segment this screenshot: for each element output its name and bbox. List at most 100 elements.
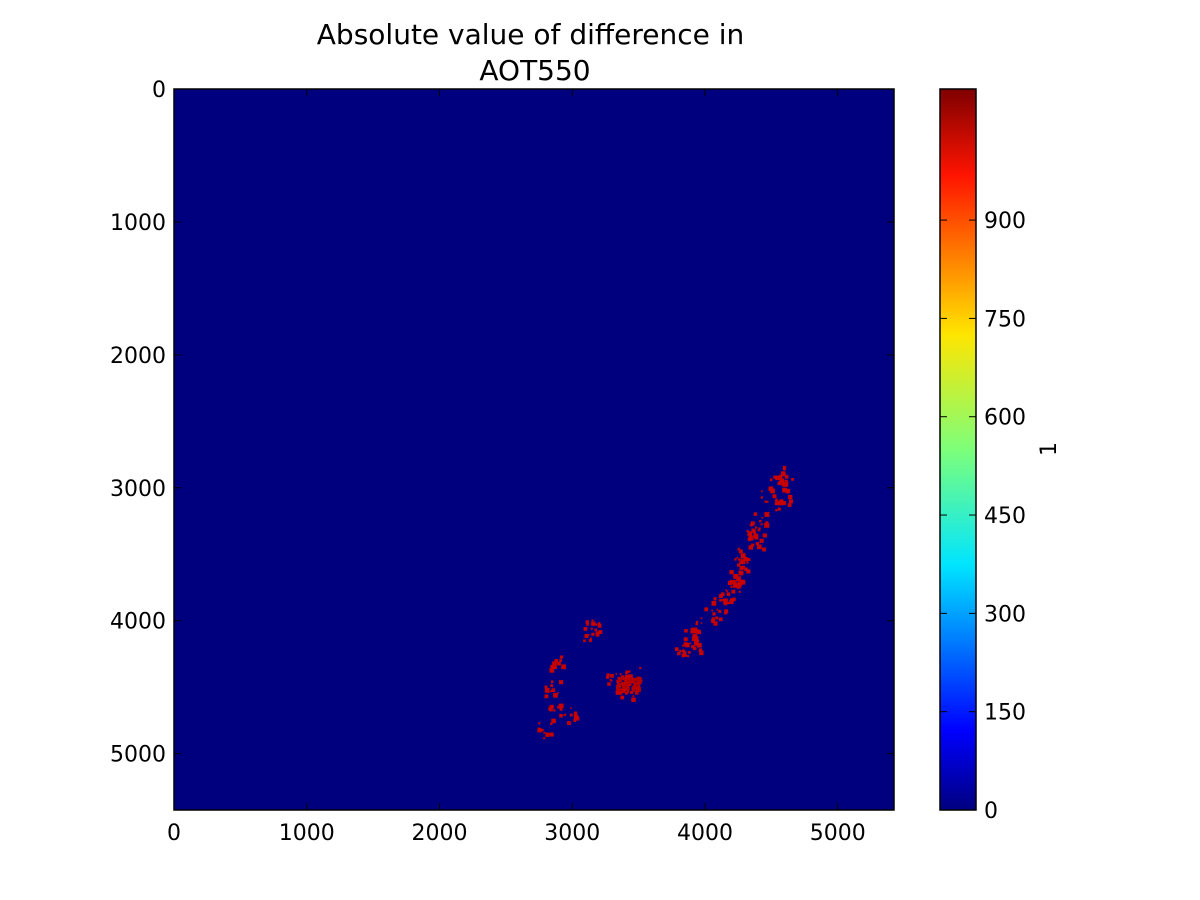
high-difference-pixel bbox=[775, 509, 778, 512]
high-difference-pixel bbox=[690, 631, 693, 634]
high-difference-pixel bbox=[559, 707, 563, 711]
high-difference-pixel bbox=[630, 690, 634, 694]
high-difference-pixel bbox=[633, 677, 637, 681]
high-difference-pixel bbox=[569, 713, 573, 717]
high-difference-pixel bbox=[570, 707, 572, 709]
high-difference-pixel bbox=[684, 629, 688, 633]
high-difference-pixel bbox=[564, 713, 567, 716]
high-difference-pixel bbox=[754, 535, 759, 540]
high-difference-pixel bbox=[679, 649, 682, 653]
high-difference-pixel bbox=[615, 690, 621, 695]
high-difference-pixel bbox=[740, 559, 746, 565]
high-difference-pixel bbox=[692, 633, 697, 639]
high-difference-pixel bbox=[558, 703, 564, 709]
high-difference-pixel bbox=[731, 589, 736, 594]
high-difference-pixel bbox=[729, 579, 734, 584]
high-difference-pixel bbox=[636, 681, 640, 685]
x-tick-label: 5000 bbox=[810, 821, 866, 846]
high-difference-pixel bbox=[711, 609, 713, 612]
colorbar-tick-label: 900 bbox=[984, 209, 1026, 234]
high-difference-pixel bbox=[723, 601, 728, 606]
x-axis: 0 1000 2000 3000 4000 5000 bbox=[167, 89, 866, 846]
y-axis: 0 1000 2000 3000 4000 5000 bbox=[110, 78, 894, 768]
high-difference-pixel bbox=[549, 667, 555, 673]
high-difference-pixel bbox=[720, 592, 725, 597]
high-difference-pixel bbox=[632, 688, 636, 692]
high-difference-pixel bbox=[779, 499, 784, 504]
x-tick-label: 3000 bbox=[544, 821, 600, 846]
high-difference-pixel bbox=[759, 538, 764, 543]
high-difference-pixel bbox=[784, 483, 787, 487]
high-difference-pixel bbox=[550, 664, 554, 669]
high-difference-pixel bbox=[743, 557, 748, 562]
high-difference-pixel bbox=[607, 682, 611, 686]
high-difference-pixel bbox=[764, 500, 767, 503]
high-difference-pixel bbox=[751, 543, 755, 547]
high-difference-pixel bbox=[782, 487, 787, 493]
high-difference-pixel bbox=[636, 678, 640, 682]
high-difference-pixel bbox=[583, 627, 588, 631]
high-difference-pixel bbox=[726, 590, 729, 593]
high-difference-pixel bbox=[760, 496, 764, 499]
high-difference-pixel bbox=[552, 661, 557, 666]
high-difference-pixel bbox=[583, 639, 586, 643]
high-difference-pixel bbox=[773, 475, 777, 479]
high-difference-pixel bbox=[597, 622, 601, 625]
high-difference-pixel bbox=[738, 579, 741, 582]
high-difference-pixel bbox=[762, 547, 766, 552]
high-difference-pixel bbox=[738, 558, 741, 561]
high-difference-pixel bbox=[591, 632, 595, 636]
high-difference-pixel bbox=[747, 537, 752, 542]
high-difference-pixel bbox=[743, 552, 745, 555]
high-difference-pixel bbox=[772, 494, 777, 499]
high-difference-pixel bbox=[691, 627, 694, 631]
high-difference-pixel bbox=[715, 616, 719, 620]
high-difference-pixel bbox=[718, 594, 723, 599]
high-difference-pixel bbox=[591, 621, 596, 626]
high-difference-pixel bbox=[622, 683, 626, 687]
high-difference-pixel bbox=[619, 673, 622, 675]
high-difference-pixel bbox=[625, 670, 629, 674]
colorbar-tick-label: 750 bbox=[984, 307, 1026, 332]
high-difference-pixel bbox=[594, 623, 597, 626]
high-difference-pixel bbox=[586, 622, 589, 626]
high-difference-pixel bbox=[596, 634, 599, 637]
high-difference-pixel bbox=[690, 628, 695, 634]
high-difference-pixel bbox=[575, 716, 580, 721]
high-difference-pixel bbox=[695, 622, 698, 626]
high-difference-pixel bbox=[626, 687, 630, 691]
x-tick-label: 1000 bbox=[279, 821, 335, 846]
high-difference-pixel bbox=[753, 512, 758, 516]
high-difference-pixel bbox=[739, 565, 744, 570]
high-difference-pixel bbox=[748, 545, 754, 550]
colorbar: 0 150 300 450 600 750 900 1 bbox=[939, 88, 1062, 824]
high-difference-pixel bbox=[682, 649, 685, 653]
high-difference-pixel bbox=[778, 474, 783, 479]
colorbar-tick-label: 600 bbox=[984, 406, 1026, 431]
high-difference-pixel bbox=[543, 737, 546, 740]
high-difference-pixel bbox=[559, 713, 563, 718]
high-difference-pixel bbox=[696, 629, 702, 635]
high-difference-pixel bbox=[625, 675, 630, 680]
high-difference-pixel bbox=[751, 523, 754, 526]
high-difference-pixel bbox=[585, 620, 589, 624]
high-difference-pixel bbox=[697, 642, 702, 648]
high-difference-pixel bbox=[761, 516, 764, 519]
colorbar-label: 1 bbox=[1037, 442, 1062, 456]
high-difference-pixel bbox=[693, 637, 697, 641]
high-difference-pixel bbox=[573, 719, 577, 722]
high-difference-pixel bbox=[749, 523, 753, 527]
high-difference-pixel bbox=[755, 541, 760, 546]
high-difference-pixel bbox=[781, 482, 785, 486]
x-tick-label: 4000 bbox=[677, 821, 733, 846]
high-difference-pixel bbox=[624, 681, 628, 685]
high-difference-pixel bbox=[621, 681, 625, 685]
y-tick-label: 0 bbox=[152, 78, 166, 103]
high-difference-pixel bbox=[775, 475, 780, 481]
high-difference-pixel bbox=[584, 633, 589, 638]
high-difference-pixel bbox=[631, 697, 636, 702]
high-difference-pixel bbox=[622, 685, 626, 689]
x-tick-label: 2000 bbox=[411, 821, 467, 846]
high-difference-pixel bbox=[738, 547, 741, 550]
high-difference-pixel bbox=[590, 637, 593, 640]
